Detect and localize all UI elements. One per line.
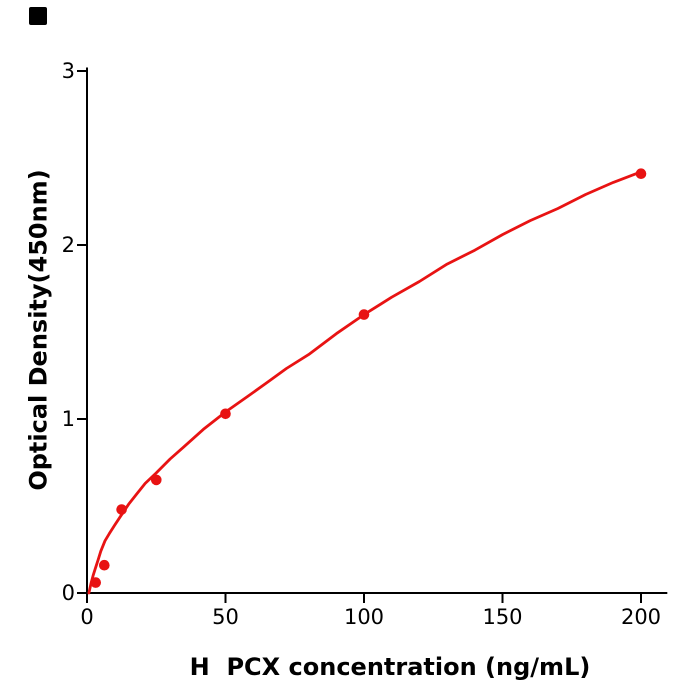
- x-tick-label: 200: [621, 605, 661, 629]
- data-point: [358, 309, 370, 320]
- data-point: [116, 504, 127, 515]
- y-tick-label: 2: [62, 233, 75, 257]
- data-point: [151, 474, 162, 486]
- data-point: [99, 559, 110, 571]
- x-tick-label: 0: [80, 605, 93, 629]
- corner-marker: [29, 7, 47, 25]
- x-tick-label: 150: [482, 605, 522, 629]
- data-point: [635, 168, 647, 179]
- y-tick-label: 1: [62, 407, 75, 431]
- y-tick-label: 3: [62, 59, 75, 83]
- fit-curve-line: [87, 170, 643, 595]
- data-point: [220, 408, 231, 420]
- y-tick-label: 0: [62, 581, 75, 605]
- x-axis-title: H PCX concentration (ng/mL): [189, 653, 591, 681]
- x-tick-label: 100: [344, 605, 384, 629]
- x-tick-label: 50: [212, 605, 239, 629]
- data-point: [90, 577, 101, 588]
